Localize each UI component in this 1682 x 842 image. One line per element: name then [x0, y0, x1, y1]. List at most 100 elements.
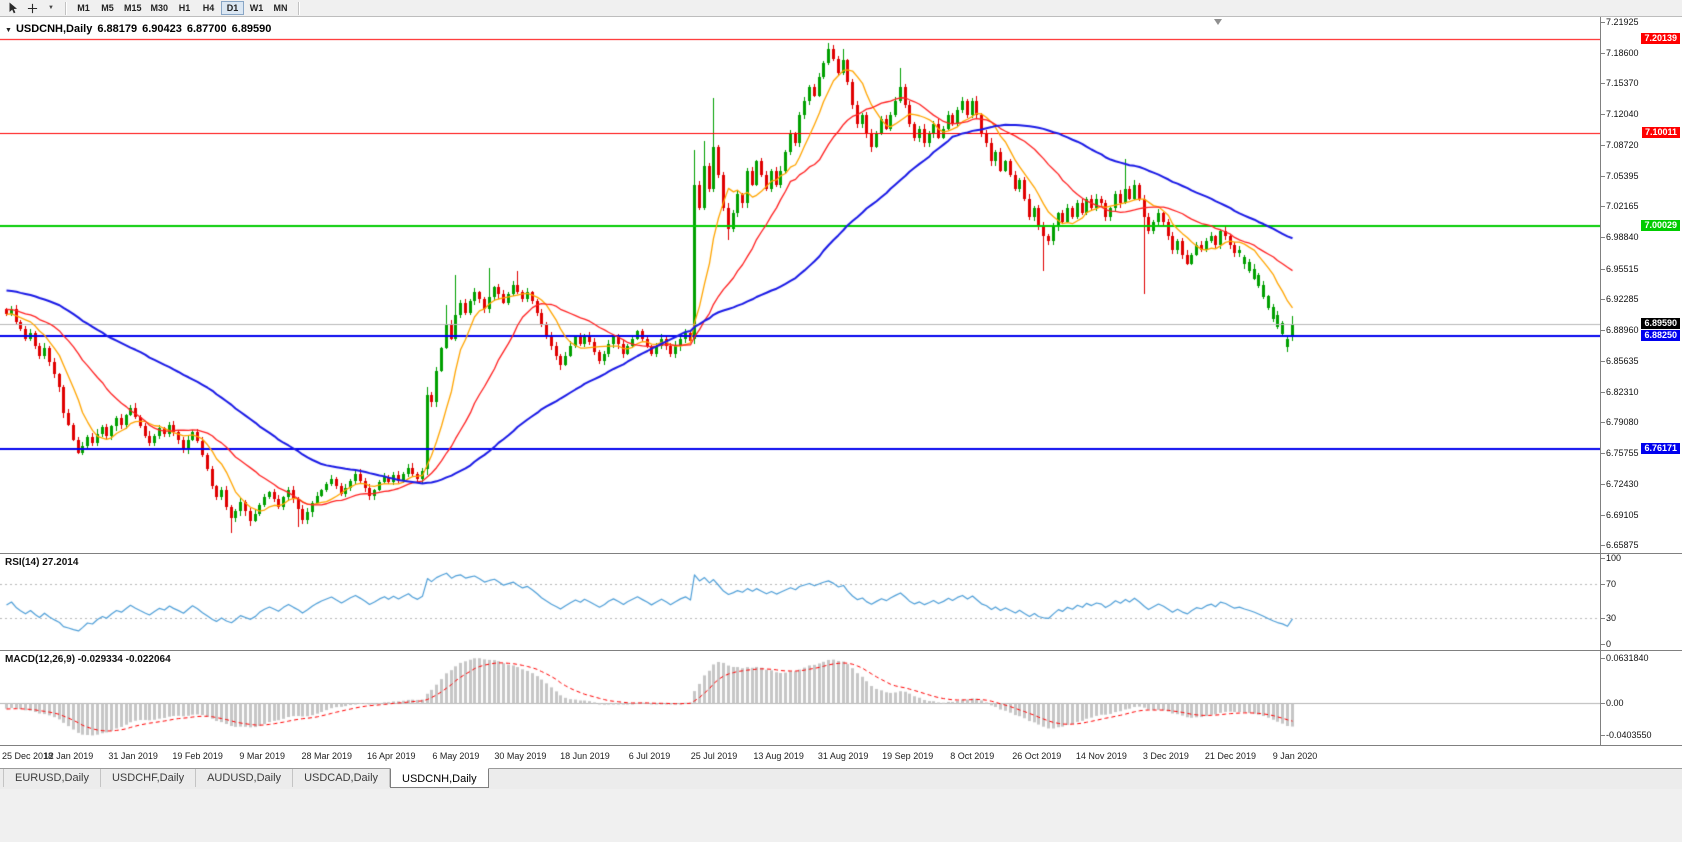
level-price-label[interactable]: 7.10011	[1641, 127, 1680, 138]
level-price-label[interactable]: 7.00029	[1641, 220, 1680, 231]
macd-tick-label: 0.00	[1606, 698, 1624, 708]
timeframe-button-m1[interactable]: M1	[77, 3, 90, 13]
date-tick-label: 16 Apr 2019	[367, 751, 416, 761]
chart-tab-usdchf[interactable]: USDCHF,Daily	[101, 769, 197, 787]
chart-tab-audusd[interactable]: AUDUSD,Daily	[196, 769, 294, 787]
date-tick-label: 9 Mar 2019	[239, 751, 285, 761]
price-tick-mark	[1601, 453, 1605, 454]
timeframe-button-group: M1 M5 M15 M30 H1 H4 D1 W1 MN	[72, 1, 293, 15]
price-tick-label: 7.08720	[1606, 140, 1639, 150]
pane-divider-macd[interactable]	[0, 650, 1682, 651]
date-tick-label: 18 Jun 2019	[560, 751, 610, 761]
macd-tick-mark	[1601, 735, 1605, 736]
cursor-tool-button[interactable]	[3, 1, 22, 15]
price-tick-mark	[1601, 330, 1605, 331]
tools-dropdown-caret[interactable]: ▼	[43, 1, 59, 15]
date-tick-label: 19 Sep 2019	[882, 751, 934, 761]
crosshair-tool-button[interactable]	[23, 1, 42, 15]
chart-symbol-period: USDCNH,Daily	[15, 23, 93, 35]
current-price-label[interactable]: 6.89590	[1641, 318, 1680, 329]
timeframe-button-m5[interactable]: M5	[101, 3, 114, 13]
price-tick-label: 6.85635	[1606, 356, 1639, 366]
rsi-tick-label: 30	[1606, 613, 1617, 623]
ohlc-high: 6.90423	[142, 23, 182, 35]
price-tick-mark	[1601, 484, 1605, 485]
level-price-label[interactable]: 6.76171	[1641, 443, 1680, 454]
chart-tab-bar: EURUSD,Daily USDCHF,Daily AUDUSD,Daily USDC…	[0, 768, 1682, 789]
price-tick-mark	[1601, 206, 1605, 207]
price-tick-label: 7.21925	[1606, 17, 1639, 27]
date-tick-label: 6 May 2019	[432, 751, 480, 761]
price-tick-label: 6.82310	[1606, 387, 1639, 397]
toolbar: ▼ M1 M5 M15 M30 H1 H4 D1 W1 MN	[0, 0, 1682, 17]
price-tick-label: 7.15370	[1606, 78, 1639, 88]
time-axis-border	[0, 745, 1682, 746]
toolbar-separator	[298, 1, 301, 15]
ohlc-close: 6.89590	[231, 23, 272, 35]
rsi-tick-mark	[1601, 584, 1605, 585]
price-tick-label: 6.72430	[1606, 479, 1639, 489]
rsi-indicator-label: RSI(14) 27.2014	[5, 557, 79, 568]
date-tick-label: 12 Jan 2019	[43, 751, 94, 761]
chart-shift-marker[interactable]	[1214, 19, 1222, 25]
rsi-tick-label: 100	[1606, 553, 1622, 563]
chart-tab-usdcnh[interactable]: USDCNH,Daily	[390, 768, 489, 788]
date-tick-label: 31 Aug 2019	[817, 751, 869, 761]
date-tick-label: 30 May 2019	[494, 751, 547, 761]
date-tick-label: 25 Dec 2018	[2, 751, 54, 761]
macd-tick-label: 0.0631840	[1606, 653, 1649, 663]
collapse-arrow-icon[interactable]: ▼	[5, 27, 12, 34]
price-tick-mark	[1601, 422, 1605, 423]
rsi-tick-label: 70	[1606, 579, 1617, 589]
date-tick-label: 31 Jan 2019	[108, 751, 158, 761]
level-price-label[interactable]: 6.88250	[1641, 330, 1680, 341]
time-axis[interactable]: 25 Dec 2018 12 Jan 2019 31 Jan 2019 19 Feb …	[0, 746, 1600, 768]
price-tick-mark	[1601, 545, 1605, 546]
price-tick-label: 7.05395	[1606, 171, 1639, 181]
price-tick-mark	[1601, 145, 1605, 146]
date-tick-label: 9 Jan 2020	[1272, 751, 1318, 761]
price-tick-label: 6.95515	[1606, 264, 1639, 274]
date-tick-label: 26 Oct 2019	[1012, 751, 1062, 761]
timeframe-button-h1[interactable]: H1	[178, 3, 191, 13]
level-price-label[interactable]: 7.20139	[1641, 33, 1680, 44]
date-tick-label: 28 Mar 2019	[301, 751, 353, 761]
timeframe-button-m30[interactable]: M30	[150, 3, 169, 13]
price-tick-label: 6.75755	[1606, 448, 1639, 458]
macd-pane-canvas[interactable]	[0, 651, 1600, 745]
timeframe-button-h4[interactable]: H4	[202, 3, 215, 13]
price-tick-label: 6.69105	[1606, 510, 1639, 520]
chart-tab-usdcad[interactable]: USDCAD,Daily	[293, 769, 391, 787]
price-tick-mark	[1601, 269, 1605, 270]
date-tick-label: 25 Jul 2019	[690, 751, 738, 761]
price-tick-mark	[1601, 114, 1605, 115]
date-tick-label: 14 Nov 2019	[1075, 751, 1127, 761]
price-tick-label: 7.02165	[1606, 201, 1639, 211]
date-tick-label: 6 Jul 2019	[628, 751, 671, 761]
rsi-tick-mark	[1601, 644, 1605, 645]
price-axis[interactable]: 7.21925 7.18600 7.15370 7.12040 7.08720 7.053…	[1600, 17, 1682, 746]
price-tick-mark	[1601, 53, 1605, 54]
timeframe-button-d1[interactable]: D1	[221, 1, 245, 15]
main-chart-canvas[interactable]	[0, 17, 1600, 553]
chart-tab-eurusd[interactable]: EURUSD,Daily	[3, 769, 101, 787]
chevron-down-icon: ▼	[48, 5, 54, 11]
date-tick-label: 3 Dec 2019	[1142, 751, 1189, 761]
timeframe-button-w1[interactable]: W1	[249, 3, 264, 13]
macd-indicator-label: MACD(12,26,9) -0.029334 -0.022064	[5, 654, 171, 665]
price-tick-mark	[1601, 515, 1605, 516]
date-tick-label: 8 Oct 2019	[950, 751, 995, 761]
timeframe-button-mn[interactable]: MN	[273, 3, 288, 13]
chart-ohlc-label: ▼ USDCNH,Daily 6.88179 6.90423 6.87700 6.8959…	[5, 23, 276, 35]
rsi-tick-mark	[1601, 558, 1605, 559]
price-tick-mark	[1601, 237, 1605, 238]
price-tick-label: 6.65875	[1606, 540, 1639, 550]
timeframe-button-m15[interactable]: M15	[124, 3, 142, 13]
date-tick-label: 19 Feb 2019	[172, 751, 223, 761]
pane-divider-rsi[interactable]	[0, 553, 1682, 554]
price-tick-mark	[1601, 361, 1605, 362]
rsi-pane-canvas[interactable]	[0, 554, 1600, 650]
price-tick-mark	[1601, 176, 1605, 177]
price-tick-mark	[1601, 299, 1605, 300]
